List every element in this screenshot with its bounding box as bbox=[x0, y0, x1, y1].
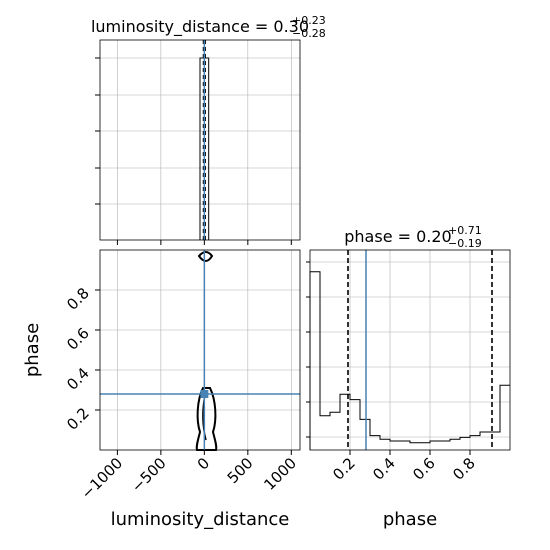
histogram-bar bbox=[320, 416, 330, 450]
phase-marginal-title: phase = 0.20 bbox=[344, 227, 451, 246]
lum-marginal-frame bbox=[99, 39, 301, 241]
phase-marginal-frame bbox=[309, 249, 511, 451]
x-tick-label: 0.8 bbox=[449, 454, 479, 484]
histogram-bar bbox=[450, 439, 460, 450]
lum-title-upper-err: +0.23 bbox=[292, 14, 326, 27]
joint-truth bbox=[100, 250, 300, 450]
panel-luminosity-marginal: luminosity_distance = 0.30 +0.23 −0.28 bbox=[91, 14, 326, 245]
phase-x-axis-label: phase bbox=[383, 509, 437, 530]
x-tick-label: 1000 bbox=[260, 454, 300, 494]
x-tick-label: 0.2 bbox=[329, 454, 359, 484]
phase-marginal-histogram bbox=[309, 250, 510, 450]
phase-title-lower-err: −0.19 bbox=[448, 237, 482, 250]
histogram-bar bbox=[380, 439, 390, 450]
panel-phase-marginal: 0.2 0.4 0.6 0.8 phase = 0.20 +0.71 −0.19 ph… bbox=[306, 224, 511, 530]
histogram-bar bbox=[330, 412, 340, 450]
y-tick-label: 0.8 bbox=[63, 284, 93, 314]
histogram-bar bbox=[400, 441, 410, 450]
y-axis-label: phase bbox=[22, 323, 43, 377]
histogram-bar bbox=[470, 436, 480, 450]
histogram-bar bbox=[370, 436, 380, 450]
joint-contours bbox=[195, 251, 218, 451]
x-tick-label: −500 bbox=[128, 454, 170, 496]
x-tick-label: 0.4 bbox=[369, 454, 399, 484]
histogram-bar bbox=[360, 419, 370, 450]
lum-title-lower-err: −0.28 bbox=[292, 27, 326, 40]
histogram-bar bbox=[460, 437, 470, 450]
lum-marginal-title: luminosity_distance = 0.30 bbox=[91, 17, 309, 37]
histogram-bar bbox=[440, 441, 450, 450]
x-tick-label: −1000 bbox=[78, 454, 127, 503]
phase-marginal-grid bbox=[310, 250, 510, 450]
lum-marginal-ticks bbox=[95, 57, 292, 245]
phase-marginal-ticks: 0.2 0.4 0.6 0.8 bbox=[306, 261, 479, 484]
histogram-step bbox=[309, 271, 510, 450]
histogram-bar bbox=[390, 441, 400, 450]
histogram-bar bbox=[500, 385, 510, 450]
x-tick-label: 0 bbox=[194, 454, 213, 473]
panel-joint: −1000 −500 0 500 1000 0.2 0.4 0.6 0.8 luminosity… bbox=[22, 249, 301, 530]
histogram-bar bbox=[480, 432, 490, 450]
histogram-bar bbox=[420, 443, 430, 450]
x-tick-label: 0.6 bbox=[409, 454, 439, 484]
truth-marker bbox=[200, 390, 209, 398]
x-axis-label: luminosity_distance bbox=[111, 509, 290, 530]
y-tick-label: 0.2 bbox=[63, 404, 93, 434]
lum-marginal-histogram bbox=[199, 40, 210, 240]
histogram-bar bbox=[310, 272, 320, 450]
histogram-bar bbox=[430, 441, 440, 450]
y-tick-label: 0.6 bbox=[63, 324, 93, 354]
histogram-bar bbox=[350, 400, 360, 450]
phase-title-upper-err: +0.71 bbox=[448, 224, 482, 237]
x-tick-label: 500 bbox=[224, 454, 257, 487]
contour-top bbox=[197, 251, 214, 262]
joint-grid bbox=[100, 250, 300, 450]
histogram-bar bbox=[410, 443, 420, 450]
joint-frame bbox=[99, 249, 301, 451]
y-tick-label: 0.4 bbox=[63, 364, 93, 394]
